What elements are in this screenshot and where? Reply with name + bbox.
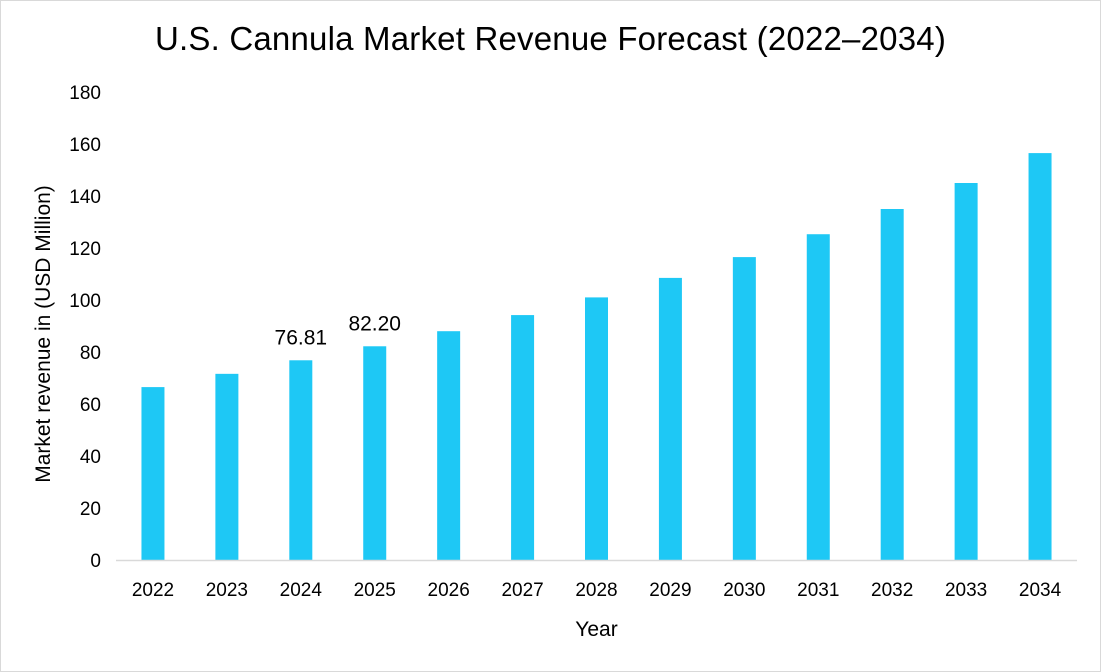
bars-group: [141, 153, 1052, 560]
bar-2031: [806, 234, 830, 560]
bar-2023: [215, 373, 239, 560]
x-tick-label-2034: 2034: [1019, 580, 1062, 601]
bar-2027: [511, 315, 535, 560]
x-tick-label-2032: 2032: [871, 580, 913, 601]
y-tick-label-20: 20: [80, 499, 101, 520]
y-tick-label-0: 0: [90, 551, 101, 572]
x-tick-label-2025: 2025: [354, 580, 396, 601]
bar-2024: [289, 360, 313, 560]
x-axis-title: Year: [575, 618, 617, 641]
y-axis-title: Market revenue in (USD Million): [32, 185, 55, 483]
data-label-2025: 82.20: [348, 312, 401, 335]
bar-2030: [732, 257, 756, 560]
y-tick-label-180: 180: [69, 83, 101, 104]
x-tick-label-2023: 2023: [206, 580, 248, 601]
bar-2026: [437, 331, 461, 560]
x-tick-label-2027: 2027: [501, 580, 543, 601]
y-tick-label-140: 140: [69, 187, 101, 208]
x-tick-label-2028: 2028: [575, 580, 617, 601]
x-tick-label-2030: 2030: [723, 580, 765, 601]
labels-group: 2022 2023 2024 2025 2026 2027 2028 2029 2030 2031…: [69, 83, 1061, 601]
x-tick-label-2033: 2033: [945, 580, 987, 601]
bar-2028: [585, 297, 608, 560]
x-tick-label-2031: 2031: [797, 580, 839, 601]
y-tick-label-120: 120: [69, 239, 101, 260]
data-label-2024: 76.81: [275, 326, 328, 349]
y-tick-label-160: 160: [69, 135, 101, 156]
bar-2033: [954, 183, 978, 560]
x-tick-label-2026: 2026: [428, 580, 470, 601]
x-tick-label-2024: 2024: [280, 580, 323, 601]
x-tick-label-2029: 2029: [649, 580, 691, 601]
y-tick-label-60: 60: [80, 395, 101, 416]
bar-2025: [363, 346, 387, 560]
y-tick-label-40: 40: [80, 447, 101, 468]
x-tick-label-2022: 2022: [132, 580, 174, 601]
bar-2029: [658, 277, 682, 560]
bar-2022: [141, 387, 165, 560]
y-tick-label-80: 80: [80, 343, 101, 364]
bar-2032: [880, 209, 904, 560]
chart-title: U.S. Cannula Market Revenue Forecast (20…: [154, 20, 947, 57]
bar-2034: [1028, 153, 1052, 560]
y-tick-label-100: 100: [69, 291, 101, 312]
